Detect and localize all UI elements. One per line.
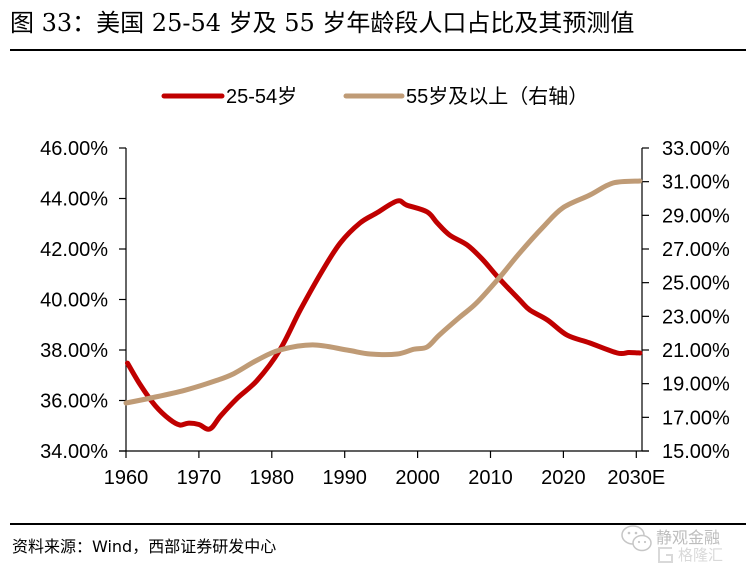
bottom-divider [10,523,746,525]
y-right-tick-label: 15.00% [662,441,730,463]
top-divider [10,49,746,51]
x-tick-label: 1970 [177,467,222,489]
x-tick-label: 1980 [250,467,295,489]
series-line-25-54 [125,198,643,432]
axes: 34.00% 36.00% 38.00% 40.00% 42.00% 44.00% 46.0… [40,138,730,489]
gelonghui-logo-icon [658,547,673,563]
y-right-tick-label: 27.00% [662,239,730,261]
legend-label-25-54: 25-54岁 [226,85,297,108]
y-left-tick-label: 46.00% [40,138,108,160]
x-tick-label: 1960 [104,467,149,489]
watermark-logo-text: 格隆汇 [678,546,724,564]
x-tick-label: 2020 [541,467,586,489]
y-right-tick-label: 21.00% [662,340,730,362]
series-line-55-plus [123,178,643,406]
y-left-tick-label: 36.00% [40,391,108,413]
y-right-tick-label: 25.00% [662,273,730,295]
watermark-text: 静观金融 [656,528,721,547]
y-left-tick-label: 44.00% [40,189,108,211]
y-right-tick-label: 17.00% [662,407,730,429]
legend-label-55-plus: 55岁及以上（右轴） [406,85,588,108]
wechat-icon [621,525,652,552]
y-left-tick-label: 38.00% [40,340,108,362]
y-right-tick-label: 19.00% [662,374,730,396]
y-left-tick-label: 34.00% [40,441,108,463]
watermark: 静观金融 格隆汇 [620,522,750,566]
y-left-tick-label: 40.00% [40,290,108,312]
y-left-tick-label: 42.00% [40,239,108,261]
x-tick-label: 1990 [322,467,367,489]
legend: 25-54岁 55岁及以上（右轴） [161,85,588,108]
series-lines [123,178,643,432]
y-right-tick-label: 29.00% [662,205,730,227]
x-tick-label: 2000 [395,467,440,489]
y-right-tick-label: 31.00% [662,172,730,194]
source-note: 资料来源：Wind，西部证券研发中心 [12,537,277,556]
x-tick-label: 2030E [607,467,665,489]
y-right-tick-label: 23.00% [662,306,730,328]
figure-title: 图 33：美国 25-54 岁及 55 岁年龄段人口占比及其预测值 [10,9,635,37]
y-right-tick-label: 33.00% [662,138,730,160]
x-tick-label: 2010 [468,467,513,489]
